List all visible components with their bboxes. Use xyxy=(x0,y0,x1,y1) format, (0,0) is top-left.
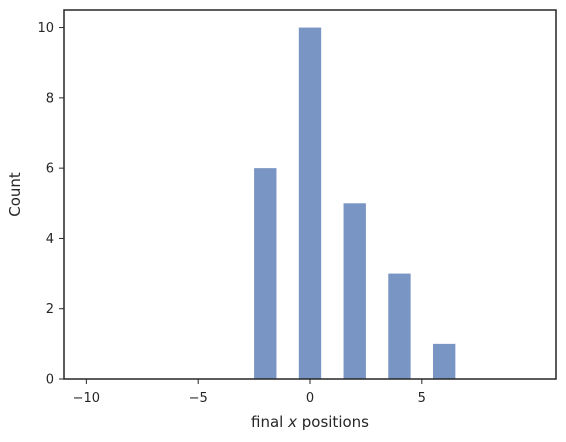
x-axis-label-part-2: positions xyxy=(297,413,369,431)
histogram-bar-3 xyxy=(343,203,366,379)
y-tick-label: 6 xyxy=(46,162,54,177)
x-axis-label-part-1: final xyxy=(251,413,288,431)
x-tick-label: 0 xyxy=(306,391,314,406)
x-tick-label: 5 xyxy=(418,391,426,406)
x-tick-label: −5 xyxy=(189,391,208,406)
y-tick-label: 2 xyxy=(46,302,54,317)
histogram-bar-4 xyxy=(388,273,411,379)
y-tick-label: 8 xyxy=(46,91,54,106)
x-axis-label-variable: x xyxy=(287,413,297,431)
x-tick-label: −10 xyxy=(73,391,100,406)
x-axis-ticks: −10 −5 0 5 xyxy=(73,379,426,406)
y-tick-label: 10 xyxy=(37,21,54,36)
bars-group xyxy=(254,27,456,379)
y-axis-label: Count xyxy=(6,172,24,217)
y-tick-label: 0 xyxy=(46,373,54,388)
x-axis-label: final x positions xyxy=(251,413,369,431)
histogram-bar-5 xyxy=(433,343,456,379)
histogram-bar-2 xyxy=(298,27,322,379)
y-tick-label: 4 xyxy=(46,232,54,247)
plot-frame xyxy=(63,9,557,380)
histogram-bar-1 xyxy=(254,168,277,379)
y-axis-ticks: 0 2 4 6 8 10 xyxy=(37,21,64,388)
